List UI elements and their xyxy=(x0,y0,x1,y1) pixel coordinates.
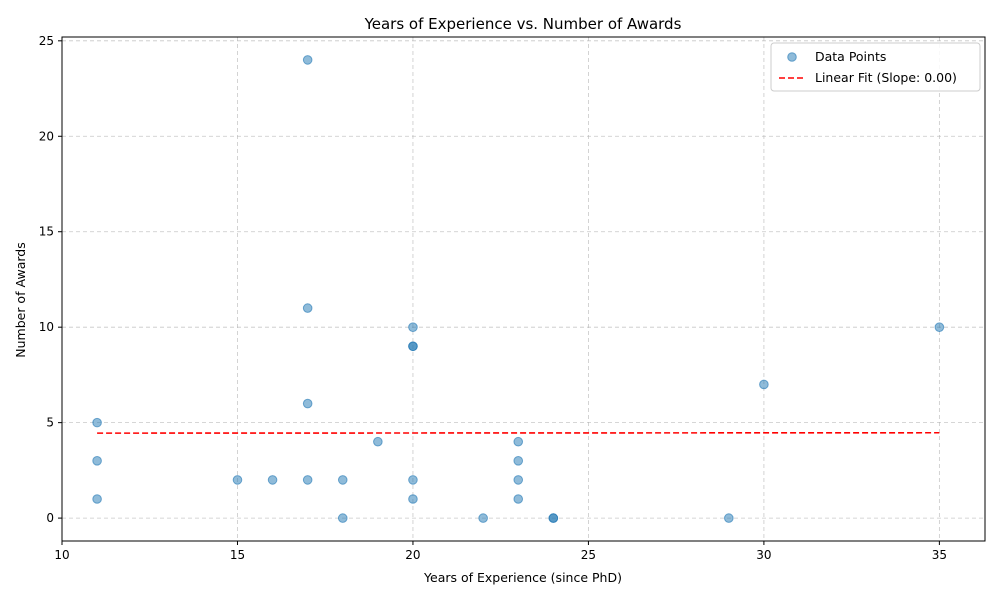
data-point xyxy=(408,494,418,504)
y-tick-label: 10 xyxy=(39,320,54,334)
x-tick-label: 10 xyxy=(54,548,69,562)
data-points-layer xyxy=(92,55,945,523)
legend-box xyxy=(770,42,981,92)
data-point xyxy=(337,475,348,485)
data-point xyxy=(302,303,313,313)
x-axis-label: Years of Experience (since PhD) xyxy=(423,570,622,585)
y-tick-label: 15 xyxy=(39,225,54,239)
data-point xyxy=(513,494,524,504)
data-point xyxy=(934,322,945,332)
data-point xyxy=(92,494,102,504)
legend-label-data-points: Data Points xyxy=(815,49,886,64)
data-point xyxy=(373,436,383,447)
data-point xyxy=(337,513,348,523)
y-tick-label: 0 xyxy=(46,511,54,525)
data-point xyxy=(302,475,313,485)
x-tick-label: 25 xyxy=(581,548,596,562)
data-point xyxy=(513,475,524,485)
x-axis-ticks: 10 15 20 25 30 35 xyxy=(54,541,947,562)
data-point xyxy=(513,456,524,466)
data-point xyxy=(232,475,243,485)
data-point xyxy=(92,417,102,428)
data-point xyxy=(302,398,313,409)
data-point xyxy=(724,513,734,523)
legend-label-linear-fit: Linear Fit (Slope: 0.00) xyxy=(815,70,957,85)
y-axis-label: Number of Awards xyxy=(13,242,28,358)
data-point xyxy=(408,341,418,352)
x-tick-label: 20 xyxy=(405,548,420,562)
data-point xyxy=(478,513,488,523)
y-tick-label: 20 xyxy=(39,129,54,143)
data-point xyxy=(513,436,524,447)
x-tick-label: 15 xyxy=(230,548,245,562)
chart-title: Years of Experience vs. Number of Awards xyxy=(364,15,682,33)
y-tick-label: 25 xyxy=(39,34,54,48)
data-point xyxy=(302,55,313,65)
y-tick-label: 5 xyxy=(46,416,54,430)
data-point xyxy=(548,513,559,523)
y-axis-ticks: 0 5 10 15 20 25 xyxy=(39,34,62,525)
data-point xyxy=(408,322,418,332)
data-point xyxy=(267,475,278,485)
data-point xyxy=(759,379,769,390)
legend-marker-data-points xyxy=(787,52,797,62)
legend: Data Points Linear Fit (Slope: 0.00) xyxy=(770,42,981,92)
x-tick-label: 35 xyxy=(932,548,947,562)
data-point xyxy=(92,456,102,466)
x-tick-label: 30 xyxy=(756,548,771,562)
plot-area-frame xyxy=(61,36,986,542)
data-point xyxy=(408,475,418,485)
